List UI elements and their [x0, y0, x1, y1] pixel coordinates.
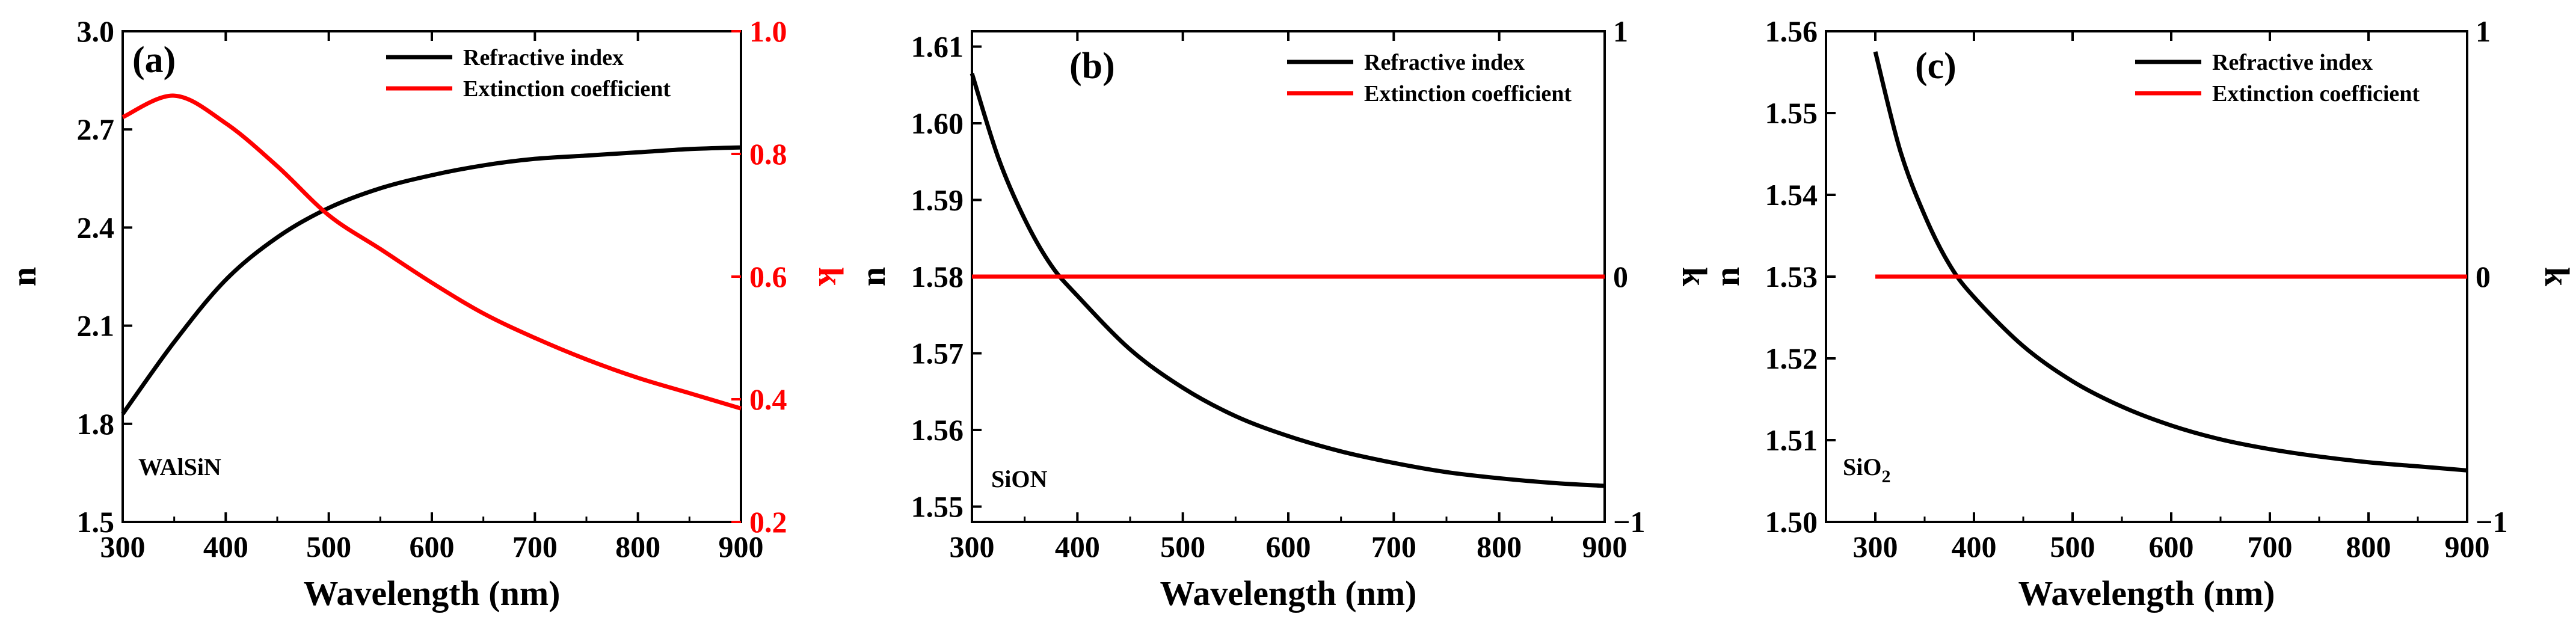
y-left-tick-label: 1.50: [1765, 505, 1818, 539]
plot-frame: [121, 30, 742, 523]
y-left-tick-label: 1.53: [1765, 260, 1818, 293]
panel-label: (a): [132, 40, 176, 81]
x-tick-label: 700: [512, 530, 558, 563]
y-left-tick-label: 1.59: [911, 183, 964, 217]
x-tick-label: 400: [203, 530, 248, 563]
x-tick-label: 600: [410, 530, 455, 563]
y-right-tick-label: 1.0: [749, 14, 787, 48]
x-tick-label: 800: [2346, 530, 2391, 563]
y-left-tick-label: 2.4: [77, 210, 115, 244]
y-left-tick-label: 1.57: [911, 337, 964, 370]
series-line-refractive-index: [121, 145, 742, 416]
y-left-axis-title: n: [1708, 267, 1747, 286]
x-tick-label: 300: [1853, 530, 1898, 563]
y-left-axis-title: n: [853, 267, 893, 286]
y-left-tick-label: 1.54: [1765, 178, 1818, 212]
x-tick-label: 700: [2248, 530, 2293, 563]
series-line-extinction-coefficient: [121, 93, 742, 411]
panel-label: (b): [1069, 46, 1115, 87]
series-line-refractive-index: [970, 73, 1605, 488]
x-tick-label: 400: [1952, 530, 1997, 563]
y-right-tick-label: 0.8: [749, 137, 787, 171]
x-tick-label: 600: [1266, 530, 1311, 563]
y-right-axis-title: k: [1675, 267, 1714, 287]
y-left-tick-label: 1.8: [77, 407, 115, 441]
x-axis-title: Wavelength (nm): [2018, 574, 2275, 613]
y-left-tick-label: 2.1: [77, 309, 115, 343]
y-left-tick-label: 3.0: [77, 14, 115, 48]
x-tick-label: 400: [1055, 530, 1100, 563]
chart-panel-b: 300 400 500 600 700 800 900 1.55 1.56 1.57 1.58 1.5…: [853, 14, 1714, 613]
x-tick-label: 900: [2445, 530, 2490, 563]
y-right-tick-label: −1: [2476, 505, 2508, 539]
y-left-tick-label: 1.55: [911, 490, 964, 524]
y-right-tick-label: 0.6: [749, 260, 787, 293]
x-tick-label: 500: [2050, 530, 2095, 563]
x-tick-label: 800: [1477, 530, 1522, 563]
y-left-axis-title: n: [4, 267, 43, 286]
y-right-tick-label: 0: [1613, 260, 1628, 293]
legend-label: Extinction coefficient: [2212, 81, 2420, 106]
legend-label: Extinction coefficient: [463, 76, 671, 102]
x-tick-label: 600: [2149, 530, 2194, 563]
y-right-tick-label: 0.2: [749, 505, 787, 539]
material-label: WAlSiN: [138, 453, 221, 480]
x-tick-label: 300: [950, 530, 995, 563]
x-tick-label: 500: [1160, 530, 1205, 563]
y-left-tick-label: 1.58: [911, 260, 964, 293]
y-right-tick-label: 0: [2476, 260, 2491, 293]
y-left-tick-label: 1.56: [911, 413, 964, 447]
x-tick-label: 800: [615, 530, 660, 563]
y-right-axis-title: k: [811, 267, 850, 287]
series-line-refractive-index: [1873, 51, 2468, 473]
y-right-tick-label: −1: [1613, 505, 1646, 539]
y-left-tick-label: 1.5: [77, 505, 115, 539]
y-right-tick-label: 1: [1613, 14, 1628, 48]
x-tick-label: 700: [1371, 530, 1416, 563]
y-left-tick-label: 1.56: [1765, 14, 1818, 48]
x-axis-title: Wavelength (nm): [304, 574, 561, 613]
x-tick-label: 300: [100, 530, 146, 563]
material-label: SiO2: [1843, 453, 1890, 486]
y-left-tick-label: 1.51: [1765, 423, 1818, 457]
legend-label: Refractive index: [463, 45, 624, 70]
y-right-tick-label: 0.4: [749, 382, 787, 416]
x-tick-label: 900: [1582, 530, 1628, 563]
y-right-tick-label: 1: [2476, 14, 2491, 48]
panel-label: (c): [1915, 46, 1957, 87]
legend-label: Refractive index: [1364, 50, 1525, 75]
chart-panel-a: 300 400 500 600 700 800 900 1.5 1.8 2.1 2.4 2.7 3.0 0…: [4, 14, 850, 613]
x-tick-label: 500: [306, 530, 351, 563]
material-subscript: 2: [1881, 467, 1890, 486]
y-right-axis-title: k: [2538, 267, 2576, 287]
chart-panel-c: 300 400 500 600 700 800 900 1.50 1.51 1.52 1.53 1.5…: [1708, 14, 2576, 613]
y-left-tick-label: 1.60: [911, 106, 964, 140]
y-left-tick-label: 2.7: [77, 112, 115, 146]
x-tick-label: 900: [719, 530, 764, 563]
x-axis-title: Wavelength (nm): [1160, 574, 1417, 613]
y-left-tick-label: 1.52: [1765, 342, 1818, 375]
legend-label: Refractive index: [2212, 50, 2373, 75]
legend-label: Extinction coefficient: [1364, 81, 1572, 106]
y-left-tick-label: 1.61: [911, 30, 964, 64]
material-label: SiON: [991, 465, 1047, 492]
y-left-tick-label: 1.55: [1765, 96, 1818, 130]
